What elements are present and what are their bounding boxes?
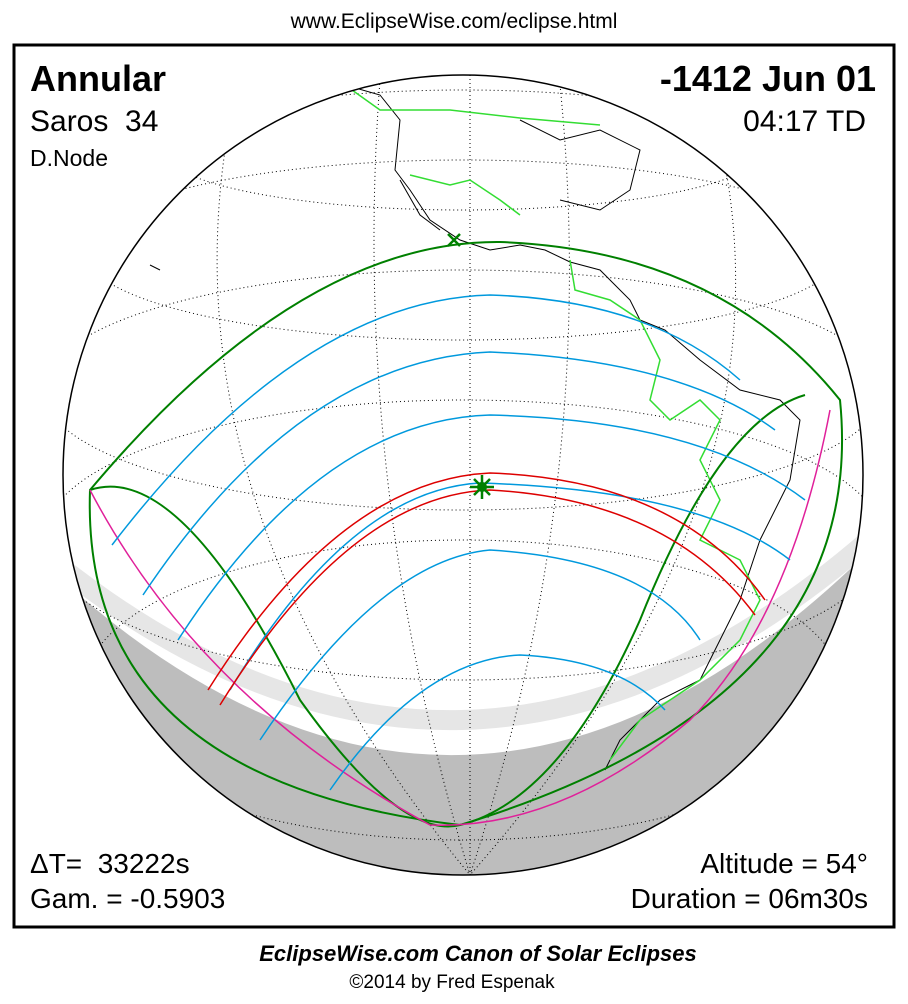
eclipse-type: Annular	[30, 58, 166, 99]
footer-credit: ©2014 by Fred Espenak	[349, 972, 555, 993]
saros: Saros 34	[30, 105, 158, 138]
delta-t: ΔT= 33222s	[30, 848, 190, 879]
footer-title: EclipseWise.com Canon of Solar Eclipses	[259, 941, 697, 966]
duration: Duration = 06m30s	[631, 883, 868, 914]
globe	[62, 74, 864, 876]
altitude: Altitude = 54°	[700, 848, 868, 879]
node: D.Node	[30, 145, 108, 171]
gamma: Gam. = -0.5903	[30, 883, 225, 914]
url: www.EclipseWise.com/eclipse.html	[290, 10, 618, 33]
eclipse-paths	[88, 233, 844, 828]
frame	[12, 43, 896, 929]
date: -1412 Jun 01	[660, 58, 876, 99]
time: 04:17 TD	[743, 105, 866, 138]
